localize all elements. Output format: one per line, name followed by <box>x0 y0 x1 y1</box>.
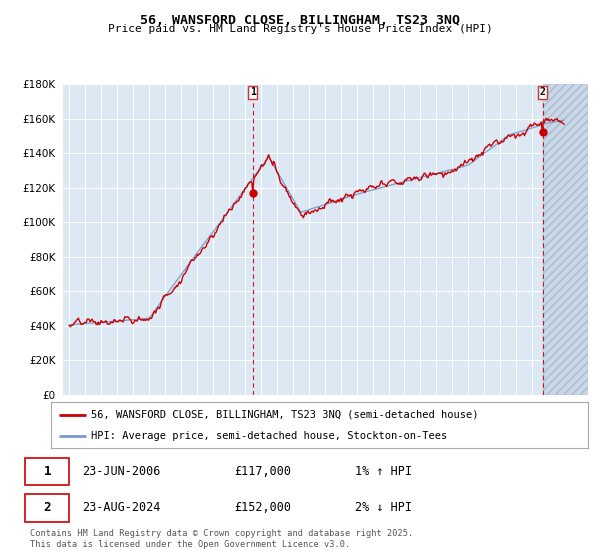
Text: 1: 1 <box>43 465 51 478</box>
Text: 56, WANSFORD CLOSE, BILLINGHAM, TS23 3NQ (semi-detached house): 56, WANSFORD CLOSE, BILLINGHAM, TS23 3NQ… <box>91 410 479 420</box>
Text: £152,000: £152,000 <box>234 501 291 515</box>
Bar <box>542 84 588 395</box>
Text: 2% ↓ HPI: 2% ↓ HPI <box>355 501 412 515</box>
Text: HPI: Average price, semi-detached house, Stockton-on-Tees: HPI: Average price, semi-detached house,… <box>91 431 448 441</box>
Text: 1% ↑ HPI: 1% ↑ HPI <box>355 465 412 478</box>
Text: 2: 2 <box>539 87 545 97</box>
Text: 1: 1 <box>250 87 256 97</box>
Text: Price paid vs. HM Land Registry's House Price Index (HPI): Price paid vs. HM Land Registry's House … <box>107 24 493 34</box>
Text: 56, WANSFORD CLOSE, BILLINGHAM, TS23 3NQ: 56, WANSFORD CLOSE, BILLINGHAM, TS23 3NQ <box>140 14 460 27</box>
Text: 23-AUG-2024: 23-AUG-2024 <box>82 501 160 515</box>
FancyBboxPatch shape <box>25 494 69 522</box>
Text: 23-JUN-2006: 23-JUN-2006 <box>82 465 160 478</box>
Text: 2: 2 <box>43 501 51 515</box>
Text: £117,000: £117,000 <box>234 465 291 478</box>
FancyBboxPatch shape <box>25 458 69 486</box>
Text: Contains HM Land Registry data © Crown copyright and database right 2025.
This d: Contains HM Land Registry data © Crown c… <box>30 529 413 549</box>
